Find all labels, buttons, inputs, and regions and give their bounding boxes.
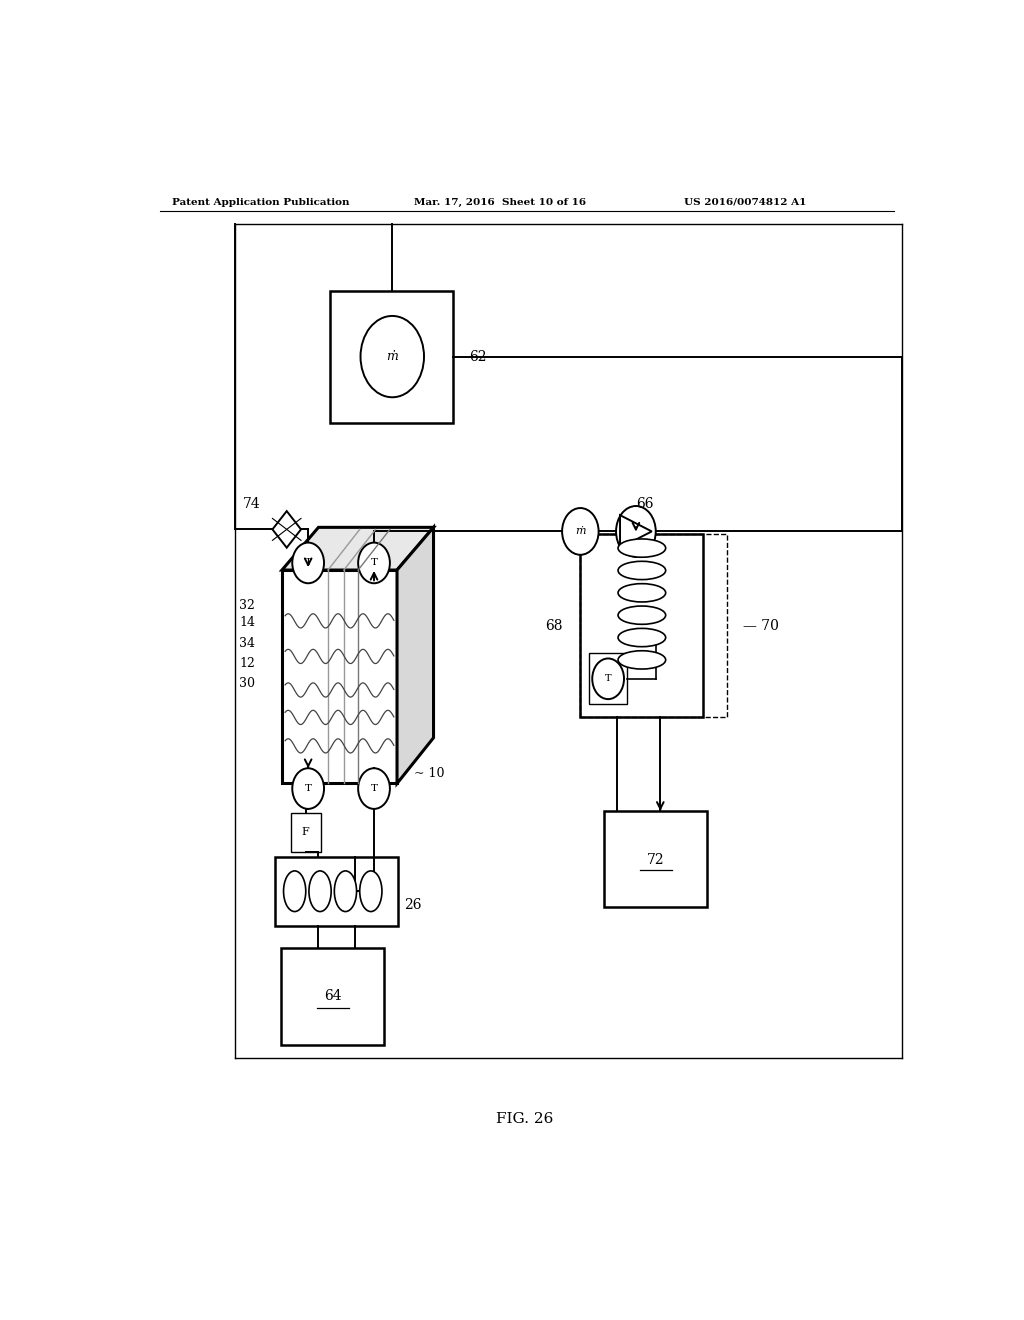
Circle shape bbox=[616, 506, 655, 557]
Polygon shape bbox=[272, 511, 301, 548]
Polygon shape bbox=[282, 528, 433, 570]
Ellipse shape bbox=[359, 871, 382, 912]
Text: US 2016/0074812 A1: US 2016/0074812 A1 bbox=[684, 198, 806, 207]
Text: 72: 72 bbox=[647, 853, 665, 867]
Text: 12: 12 bbox=[240, 657, 255, 671]
Text: 30: 30 bbox=[240, 677, 255, 690]
Bar bbox=[581, 535, 727, 718]
Text: 74: 74 bbox=[243, 496, 261, 511]
Ellipse shape bbox=[618, 583, 666, 602]
Ellipse shape bbox=[618, 651, 666, 669]
Polygon shape bbox=[397, 528, 433, 784]
Text: T: T bbox=[605, 675, 611, 684]
Circle shape bbox=[358, 768, 390, 809]
Circle shape bbox=[292, 768, 324, 809]
Text: 64: 64 bbox=[324, 989, 342, 1003]
Text: 34: 34 bbox=[240, 636, 255, 649]
Text: 14: 14 bbox=[240, 616, 255, 630]
Ellipse shape bbox=[284, 871, 306, 912]
Text: 32: 32 bbox=[240, 599, 255, 612]
Bar bbox=[331, 290, 454, 422]
Circle shape bbox=[360, 315, 424, 397]
Bar bbox=[604, 810, 708, 907]
Text: ~ 10: ~ 10 bbox=[414, 767, 444, 780]
Ellipse shape bbox=[618, 561, 666, 579]
Text: Patent Application Publication: Patent Application Publication bbox=[172, 198, 349, 207]
Text: T: T bbox=[305, 784, 311, 793]
Ellipse shape bbox=[618, 539, 666, 557]
Text: 68: 68 bbox=[545, 619, 562, 634]
Bar bbox=[589, 653, 627, 704]
Bar bbox=[282, 570, 397, 784]
Text: T: T bbox=[305, 558, 311, 568]
Text: F: F bbox=[302, 828, 309, 837]
Text: FIG. 26: FIG. 26 bbox=[496, 1111, 554, 1126]
Circle shape bbox=[292, 543, 324, 583]
Bar bbox=[581, 535, 703, 718]
Ellipse shape bbox=[618, 628, 666, 647]
Text: Mar. 17, 2016  Sheet 10 of 16: Mar. 17, 2016 Sheet 10 of 16 bbox=[414, 198, 586, 207]
Text: 66: 66 bbox=[636, 496, 653, 511]
Bar bbox=[291, 813, 321, 851]
Text: ṁ: ṁ bbox=[575, 527, 586, 536]
Text: ṁ: ṁ bbox=[386, 350, 398, 363]
Text: 26: 26 bbox=[404, 899, 422, 912]
Circle shape bbox=[592, 659, 624, 700]
Text: — 70: — 70 bbox=[743, 619, 779, 634]
Text: T: T bbox=[371, 558, 378, 568]
Bar bbox=[274, 857, 397, 925]
Circle shape bbox=[562, 508, 599, 554]
Ellipse shape bbox=[309, 871, 331, 912]
Ellipse shape bbox=[334, 871, 356, 912]
Ellipse shape bbox=[618, 606, 666, 624]
Circle shape bbox=[358, 543, 390, 583]
Polygon shape bbox=[620, 515, 652, 548]
Bar bbox=[282, 948, 384, 1044]
Text: T: T bbox=[371, 784, 378, 793]
Text: 62: 62 bbox=[469, 350, 486, 363]
